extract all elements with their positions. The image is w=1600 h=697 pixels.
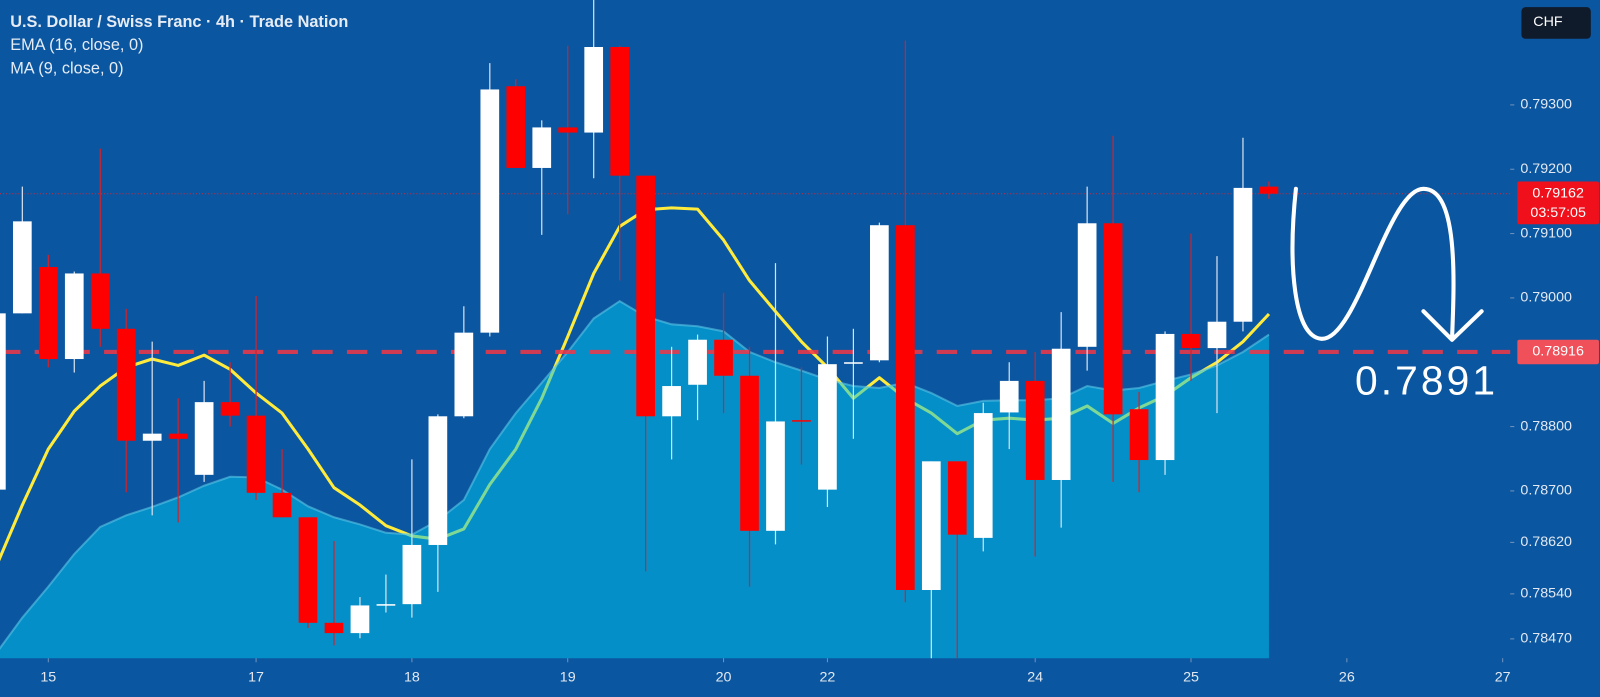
candle-body: [766, 421, 785, 531]
candle-body: [1207, 321, 1227, 349]
candle-body: [792, 420, 811, 422]
last-price-label: 0.79162: [1532, 185, 1584, 201]
chart-title: U.S. Dollar / Swiss Franc · 4h · Trade N…: [10, 13, 348, 31]
candle-body: [402, 544, 422, 605]
y-tick-label: 0.78540: [1520, 586, 1572, 602]
level-label: 0.78916: [1532, 344, 1584, 360]
x-tick-label: 25: [1183, 669, 1199, 685]
candle-body: [480, 89, 500, 333]
candle-body: [350, 605, 370, 634]
candle-body: [194, 402, 214, 475]
candle-body: [272, 492, 292, 518]
candle-body: [506, 86, 526, 168]
candle-body: [1025, 380, 1045, 480]
x-tick-label: 18: [404, 669, 420, 685]
x-tick-label: 26: [1339, 669, 1355, 685]
candle-body: [870, 225, 889, 361]
candle-body: [921, 461, 941, 590]
candle-body: [610, 46, 630, 176]
candle-body: [1259, 186, 1279, 194]
x-tick-label: 27: [1495, 669, 1511, 685]
candle-body: [688, 339, 707, 385]
drawn-arrow: [1290, 186, 1484, 342]
candle-body: [246, 415, 266, 493]
candle-body: [298, 517, 318, 623]
x-tick-label: 22: [819, 669, 835, 685]
candle-body: [662, 386, 681, 417]
candle-body: [1155, 333, 1175, 461]
candle-body: [142, 433, 162, 441]
level-label-box: [1517, 339, 1599, 365]
candle-body: [38, 267, 58, 360]
candle-body: [1103, 223, 1123, 415]
candle-body: [376, 604, 396, 606]
candle-body: [1233, 187, 1253, 322]
candle-body: [818, 364, 837, 490]
candle-body: [1181, 333, 1201, 349]
x-tick-label: 19: [560, 669, 576, 685]
y-tick-label: 0.79100: [1520, 225, 1572, 241]
candle-body: [168, 433, 188, 439]
candle-body: [0, 313, 6, 490]
candle-body: [714, 339, 733, 376]
candle-body: [1129, 409, 1149, 461]
y-tick-label: 0.79000: [1520, 290, 1572, 306]
candle-body: [844, 362, 863, 364]
candle-body: [636, 175, 655, 417]
y-tick-label: 0.78620: [1520, 534, 1572, 550]
y-tick-label: 0.78700: [1520, 483, 1572, 499]
candle-body: [947, 461, 967, 535]
legend-entry: EMA (16, close, 0): [10, 36, 143, 54]
candle-body: [895, 225, 915, 590]
candle-body: [220, 402, 240, 416]
currency-label[interactable]: CHF: [1533, 14, 1563, 30]
candle-body: [558, 127, 578, 133]
candle-body: [1051, 348, 1071, 480]
candle-body: [12, 221, 32, 314]
y-tick-label: 0.79300: [1520, 97, 1572, 113]
last-price-box: [1517, 181, 1599, 225]
annotation: 0.7891: [1355, 357, 1498, 403]
candle-body: [1077, 223, 1097, 347]
legend-entry: MA (9, close, 0): [10, 60, 123, 78]
candle-body: [90, 273, 110, 329]
x-tick-label: 24: [1027, 669, 1043, 685]
candle-body: [64, 273, 84, 360]
plot-area: [0, 0, 1511, 659]
x-tick-label: 20: [716, 669, 732, 685]
y-tick-label: 0.78800: [1520, 418, 1572, 434]
y-tick-label: 0.79200: [1520, 161, 1572, 177]
candle-body: [973, 413, 993, 538]
candle-body: [740, 375, 759, 531]
candle-body: [454, 332, 474, 417]
candle-body: [532, 127, 552, 168]
candle-body: [428, 416, 448, 545]
x-tick-label: 15: [40, 669, 56, 685]
x-tick-label: 17: [248, 669, 264, 685]
candle-body: [999, 380, 1019, 413]
currency-button[interactable]: [1521, 7, 1591, 39]
candle-body: [324, 622, 344, 634]
candle-body: [116, 328, 136, 441]
countdown-label: 03:57:05: [1530, 205, 1586, 221]
y-tick-label: 0.78470: [1520, 631, 1572, 647]
candle-body: [584, 46, 604, 133]
